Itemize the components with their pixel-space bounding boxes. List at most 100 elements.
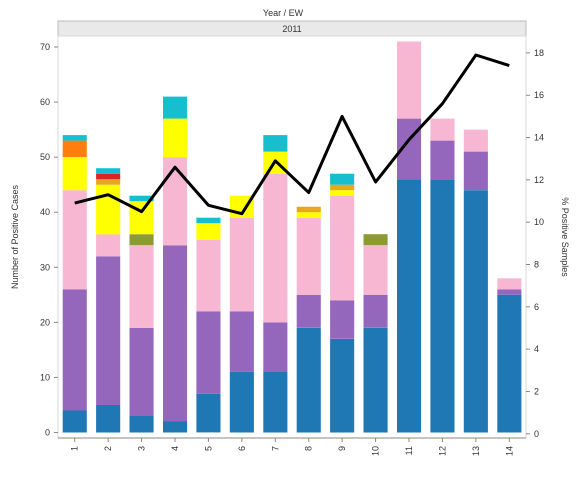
y-axis-right: 0 2 4 6 8 10 12 14 16 18 <box>526 48 544 439</box>
bar-segment <box>196 393 221 433</box>
bar-segment <box>163 157 188 246</box>
x-tick-label: 10 <box>371 446 381 456</box>
bar-segment <box>430 118 455 141</box>
y2-tick-label: 2 <box>534 386 539 396</box>
bar-segment <box>497 289 522 295</box>
bar-segment <box>296 212 321 218</box>
bar-segment <box>363 327 388 433</box>
bar-segment <box>163 245 188 422</box>
x-tick-label: 11 <box>404 446 414 455</box>
bar-segment <box>163 118 188 158</box>
x-tick-label: 2 <box>103 446 113 451</box>
bar-segment <box>129 195 154 202</box>
y-tick-label: 70 <box>40 42 50 52</box>
bar-segment <box>330 195 355 301</box>
x-tick-label: 4 <box>170 446 180 451</box>
bar-segment <box>463 129 488 152</box>
bar-segment <box>62 157 87 191</box>
bar-segment <box>196 311 221 394</box>
bar-segment <box>96 168 121 174</box>
y-tick-label: 10 <box>40 372 50 382</box>
bar-segment <box>229 311 254 372</box>
bar-segment <box>96 184 121 235</box>
bar-segment <box>62 135 87 141</box>
bar-segment <box>229 371 254 433</box>
bar-segment <box>96 173 121 180</box>
y2-tick-label: 10 <box>534 217 544 227</box>
header-label: Year / EW <box>263 8 304 18</box>
y-tick-label: 0 <box>45 427 50 437</box>
y-tick-label: 40 <box>40 207 50 217</box>
bar-segment <box>129 416 154 433</box>
bar-segment <box>163 421 188 433</box>
y-axis-left-label: Number of Positive Cases <box>10 184 20 289</box>
bar-segment <box>296 327 321 433</box>
y2-tick-label: 16 <box>534 90 544 100</box>
plot-area <box>57 35 527 439</box>
bar-segment <box>129 327 154 416</box>
bar-segment <box>363 294 388 328</box>
x-tick-label: 12 <box>437 446 447 456</box>
bar-segment <box>430 140 455 180</box>
y2-tick-label: 8 <box>534 260 539 270</box>
y-tick-label: 20 <box>40 317 50 327</box>
x-tick-label: 8 <box>304 446 314 451</box>
bar-segment <box>363 234 388 246</box>
bar-segment <box>96 234 121 257</box>
bar-segment <box>62 190 87 290</box>
y-tick-label: 30 <box>40 262 50 272</box>
y2-tick-label: 12 <box>534 175 544 185</box>
bar-segment <box>330 190 355 196</box>
bar-segment <box>497 294 522 433</box>
x-tick-label: 9 <box>337 446 347 451</box>
bar-segment <box>196 239 221 312</box>
bar-segment <box>330 338 355 433</box>
bar-segment <box>129 245 154 328</box>
y-axis-right-label: % Positive Samples <box>560 197 570 277</box>
y2-tick-label: 18 <box>534 48 544 58</box>
bar-segment <box>96 405 121 433</box>
bar-segment <box>163 96 188 119</box>
x-tick-label: 7 <box>270 446 280 451</box>
bar-segment <box>330 184 355 191</box>
y2-tick-label: 0 <box>534 429 539 439</box>
bar-segment <box>497 278 522 290</box>
y2-tick-label: 14 <box>534 133 544 143</box>
bar-segment <box>463 151 488 191</box>
bar-segment <box>62 289 87 411</box>
bar-segment <box>196 217 221 224</box>
bar-group <box>62 41 522 433</box>
bar-segment <box>229 217 254 312</box>
x-tick-label: 13 <box>471 446 481 456</box>
bar-segment <box>330 300 355 339</box>
bar-segment <box>62 140 87 158</box>
bar-segment <box>263 135 288 152</box>
y2-tick-label: 6 <box>534 302 539 312</box>
bar-segment <box>363 245 388 295</box>
y2-tick-label: 4 <box>534 344 539 354</box>
bar-segment <box>129 234 154 246</box>
bar-segment <box>96 256 121 405</box>
y-tick-label: 60 <box>40 97 50 107</box>
percent-positive-line <box>74 53 510 216</box>
x-tick-label: 6 <box>237 446 247 451</box>
x-tick-label: 5 <box>203 446 213 451</box>
bar-segment <box>296 206 321 213</box>
bar-segment <box>397 41 422 119</box>
bar-segment <box>296 294 321 328</box>
bar-segment <box>263 322 288 372</box>
bar-segment <box>263 173 288 323</box>
x-tick-label: 14 <box>504 446 514 456</box>
bar-segment <box>430 179 455 433</box>
bar-segment <box>196 223 221 240</box>
bar-segment <box>62 410 87 433</box>
year-label: 2011 <box>282 24 301 34</box>
x-tick-label: 1 <box>70 446 80 451</box>
x-tick-label: 3 <box>137 446 147 451</box>
bar-segment <box>397 179 422 433</box>
y-tick-label: 50 <box>40 152 50 162</box>
bar-segment <box>96 179 121 185</box>
bar-segment <box>296 217 321 295</box>
bar-segment <box>330 173 355 185</box>
